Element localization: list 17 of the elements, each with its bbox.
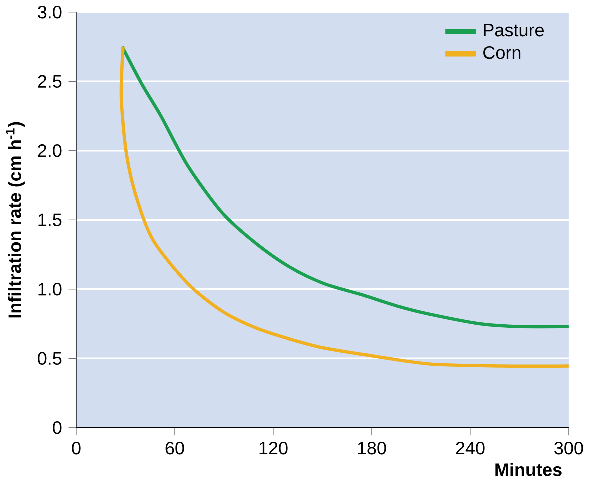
y-tick-label: 0.5 <box>38 352 62 365</box>
legend-label: Corn <box>484 46 521 60</box>
x-tick-label: 120 <box>260 442 288 455</box>
x-axis-title: Minutes <box>496 462 562 476</box>
x-tick-label: 0 <box>72 442 81 455</box>
legend-label: Pasture <box>484 24 544 36</box>
y-tick-label: 3.0 <box>38 6 62 19</box>
y-tick-label: 0 <box>53 421 62 434</box>
y-tick-label: 1.0 <box>38 282 62 296</box>
y-tick-label: 1.5 <box>38 214 62 226</box>
x-tick-label: 60 <box>166 442 184 455</box>
y-tick-label: 2.0 <box>38 144 62 158</box>
x-tick-label: 240 <box>456 442 485 455</box>
x-tick-label: 180 <box>358 442 386 455</box>
y-axis-title: Infiltration rate (cm h$^{-1}$) <box>6 122 25 318</box>
x-tick-label: 300 <box>554 442 584 455</box>
y-tick-label: 2.5 <box>38 75 62 88</box>
